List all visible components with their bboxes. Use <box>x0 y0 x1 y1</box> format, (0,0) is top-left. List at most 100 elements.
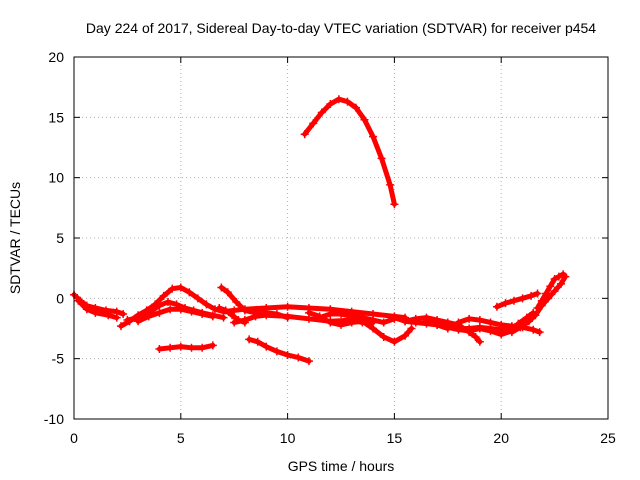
data-point <box>198 343 207 352</box>
data-point <box>168 284 177 293</box>
data-point <box>369 132 378 141</box>
data-point <box>82 305 91 314</box>
data-point <box>300 130 309 139</box>
data-point <box>74 296 83 305</box>
data-point <box>475 337 484 346</box>
data-point <box>232 297 241 306</box>
data-point <box>187 307 196 316</box>
data-point <box>208 341 217 350</box>
series-line <box>302 96 397 207</box>
data-point <box>465 326 474 335</box>
data-point <box>185 288 194 297</box>
series-arc-11 <box>300 95 399 209</box>
data-point <box>163 297 172 306</box>
data-point <box>253 337 262 346</box>
data-point <box>559 270 568 279</box>
data-point <box>454 325 463 334</box>
data-point <box>262 311 271 320</box>
x-tick-label: 10 <box>280 430 296 446</box>
series-arc-6 <box>155 341 217 354</box>
chart-title: Day 224 of 2017, Sidereal Day-to-day VTE… <box>86 20 596 36</box>
data-point <box>475 316 484 325</box>
data-point <box>390 337 399 346</box>
data-point <box>379 332 388 341</box>
data-point <box>326 100 335 109</box>
data-point <box>221 306 230 315</box>
y-tick-label: 5 <box>56 230 64 246</box>
y-tick-label: 0 <box>56 290 64 306</box>
x-tick-label: 20 <box>493 430 509 446</box>
series-arc-5 <box>134 305 217 326</box>
x-tick-label: 0 <box>70 430 78 446</box>
data-point <box>433 320 442 329</box>
data-point <box>550 275 559 284</box>
data-point <box>91 308 100 317</box>
tick-labels: 0 5 10 15 20 25 -10 -5 0 5 10 15 20 <box>44 49 616 446</box>
data-point <box>529 325 538 334</box>
y-tick-label: 15 <box>48 109 64 125</box>
data-point <box>334 95 343 104</box>
data-point <box>411 314 420 323</box>
data-point <box>219 313 228 322</box>
data-point <box>524 317 533 326</box>
plot-frame <box>73 56 609 420</box>
data-point <box>262 342 271 351</box>
data-point <box>155 308 164 317</box>
grid <box>74 57 608 419</box>
data-point <box>510 296 519 305</box>
x-tick-label: 25 <box>600 430 616 446</box>
x-axis-label: GPS time / hours <box>288 458 395 474</box>
data-point <box>369 316 378 325</box>
data-point <box>283 351 292 360</box>
data-point <box>557 279 566 288</box>
data-point <box>422 317 431 326</box>
data-point <box>230 306 239 315</box>
data-point <box>176 305 185 314</box>
data-point <box>537 296 546 305</box>
data-point <box>492 302 501 311</box>
data-point <box>337 310 345 319</box>
data-point <box>347 318 356 327</box>
data-point <box>390 200 399 209</box>
data-point <box>155 345 164 354</box>
data-point <box>401 331 410 340</box>
data-point <box>315 312 324 321</box>
data-point <box>531 311 540 320</box>
data-point <box>112 313 121 322</box>
data-point <box>208 312 217 321</box>
data-point <box>240 306 249 315</box>
data-point <box>407 324 416 333</box>
y-tick-label: -10 <box>44 411 64 427</box>
data-point <box>309 119 318 128</box>
data-point <box>217 283 226 292</box>
data-point <box>471 332 480 341</box>
series-arc-20 <box>533 270 568 312</box>
data-point <box>343 97 352 106</box>
data-point <box>351 103 360 112</box>
data-point <box>550 287 559 296</box>
data-point <box>187 343 196 352</box>
data-point <box>159 291 168 300</box>
series-line <box>445 310 536 337</box>
data-point <box>535 328 544 337</box>
data-point <box>386 180 395 189</box>
data-point <box>390 313 399 322</box>
series-arc-10 <box>245 335 313 366</box>
data-point <box>176 283 185 292</box>
data-point <box>304 357 313 366</box>
data-point <box>116 322 125 331</box>
data-point <box>401 317 410 326</box>
data-point <box>176 342 185 351</box>
data-point <box>518 294 527 303</box>
data-point <box>144 312 153 321</box>
data-point <box>193 294 202 303</box>
data-point <box>166 305 175 314</box>
y-axis-label: SDTVAR / TECUs <box>7 182 23 294</box>
data-point <box>542 289 551 298</box>
data-point <box>202 300 211 309</box>
data-point <box>533 289 542 298</box>
y-tick-label: -5 <box>52 351 65 367</box>
data-point <box>454 318 463 327</box>
data-point <box>475 324 484 333</box>
